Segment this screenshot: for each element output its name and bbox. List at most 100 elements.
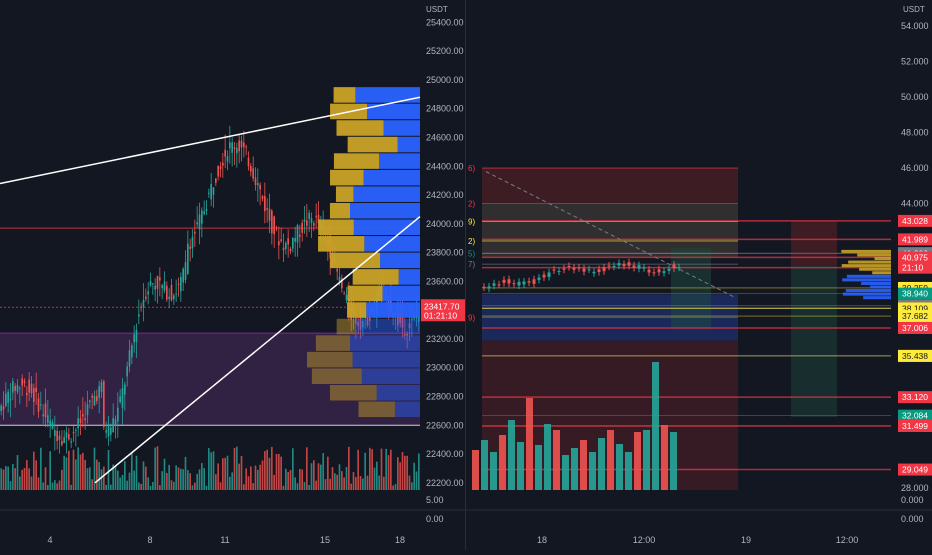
candle-body: [79, 418, 82, 423]
candle-body: [70, 441, 72, 443]
candle-body: [133, 334, 135, 343]
candle-body: [338, 276, 341, 282]
candle-body: [168, 296, 170, 299]
candle-body: [2, 406, 5, 410]
volume-profile-bar-up: [353, 219, 420, 236]
candle-body: [492, 283, 496, 286]
candle-body: [229, 142, 231, 149]
volume-bar: [105, 484, 107, 490]
volume-profile-bar-down: [333, 87, 356, 103]
volume-profile-bar-up: [361, 368, 420, 384]
candle-body: [617, 263, 621, 266]
left-chart-pane[interactable]: 25400.00 25200.00 25000.00 24800.00 24600.00…: [0, 0, 465, 550]
volume-bar: [553, 430, 560, 490]
x-tick-label: 11: [220, 535, 229, 545]
volume-bar: [98, 462, 100, 490]
volume-bar: [359, 476, 362, 490]
volume-profile-bar: [842, 292, 891, 296]
volume-bar: [499, 435, 506, 490]
candle-body: [98, 386, 100, 398]
right-price-chart[interactable]: 54.000 52.000 50.000 48.000 46.000 44.000 28.0…: [466, 0, 932, 550]
candle-body: [264, 196, 266, 212]
volume-bar: [399, 462, 401, 490]
indicator-tick: 5.00: [426, 495, 444, 505]
candle-body: [175, 293, 177, 295]
volume-bar: [282, 485, 285, 490]
candle-body: [65, 432, 68, 438]
volume-profile-bar: [846, 274, 891, 278]
candle-body: [196, 222, 198, 225]
volume-profile-bar-down: [335, 186, 354, 202]
volume-bar: [205, 485, 208, 490]
projection-line: [485, 171, 737, 299]
volume-profile-bar: [869, 285, 891, 289]
candle-body: [7, 391, 9, 403]
volume-bar: [163, 458, 166, 490]
volume-bar: [245, 468, 247, 490]
volume-bar: [58, 480, 61, 490]
price-badge: [898, 287, 932, 300]
volume-bar: [100, 469, 103, 490]
pane-divider[interactable]: [465, 0, 466, 550]
candle-body: [16, 384, 19, 392]
candle-body: [161, 285, 163, 289]
left-price-chart[interactable]: 25400.00 25200.00 25000.00 24800.00 24600.00…: [0, 0, 465, 550]
candle-body: [482, 286, 486, 288]
candle-body: [177, 283, 180, 285]
volume-bar: [411, 482, 413, 490]
volume-bar: [415, 471, 418, 490]
x-tick-label: 12:00: [633, 535, 656, 545]
candle-body: [313, 223, 315, 226]
candle-body: [637, 265, 641, 269]
candle-body: [341, 278, 343, 289]
volume-bar: [107, 449, 110, 490]
volume-bar: [170, 480, 173, 490]
candle-body: [170, 284, 173, 301]
candle-body: [240, 140, 243, 148]
volume-profile-bar-down: [336, 120, 384, 136]
volume-bar: [68, 450, 70, 490]
volume-bar: [37, 477, 40, 490]
volume-bar: [299, 468, 301, 490]
candle-body: [292, 237, 294, 249]
volume-bar: [338, 464, 341, 490]
volume-bar: [266, 449, 268, 490]
candle-body: [189, 246, 191, 249]
right-chart-pane[interactable]: 54.000 52.000 50.000 48.000 46.000 44.000 28.0…: [466, 0, 932, 550]
volume-bar: [203, 468, 205, 490]
volume-bar: [661, 425, 668, 490]
volume-profile-bar-down: [318, 219, 354, 236]
volume-bar: [219, 482, 222, 490]
price-badge-label: 21:10: [902, 263, 924, 273]
candle-body: [287, 238, 289, 245]
volume-bar: [28, 468, 30, 490]
candle-body: [126, 366, 128, 377]
candle-body: [652, 272, 656, 274]
candle-body: [572, 267, 576, 270]
volume-profile-bar-down: [307, 351, 353, 368]
candle-body: [552, 269, 556, 271]
volume-bar: [159, 485, 161, 490]
candle-body: [12, 381, 14, 393]
volume-bar: [261, 460, 264, 490]
candle-body: [502, 279, 506, 283]
candle-body: [667, 268, 671, 271]
price-badge: [898, 233, 932, 246]
volume-profile-bar-up: [354, 318, 420, 335]
candle-body: [173, 295, 175, 300]
candle-body: [622, 264, 626, 267]
volume-bar: [191, 485, 194, 490]
candle-body: [180, 276, 182, 292]
y-tick-label: 28.000: [901, 483, 929, 493]
price-badge-label: 38.109: [902, 303, 928, 313]
y-tick-label: 23000.00: [426, 363, 464, 373]
volume-profile-bar-up: [350, 202, 420, 219]
volume-profile-bar-up: [379, 153, 420, 169]
candle-body: [299, 234, 301, 237]
volume-bar: [208, 448, 210, 490]
candle-body: [266, 208, 268, 210]
fib-level-label: 2): [468, 237, 475, 246]
volume-bar: [385, 448, 387, 490]
volume-bar: [296, 483, 299, 490]
volume-bar: [308, 485, 310, 490]
